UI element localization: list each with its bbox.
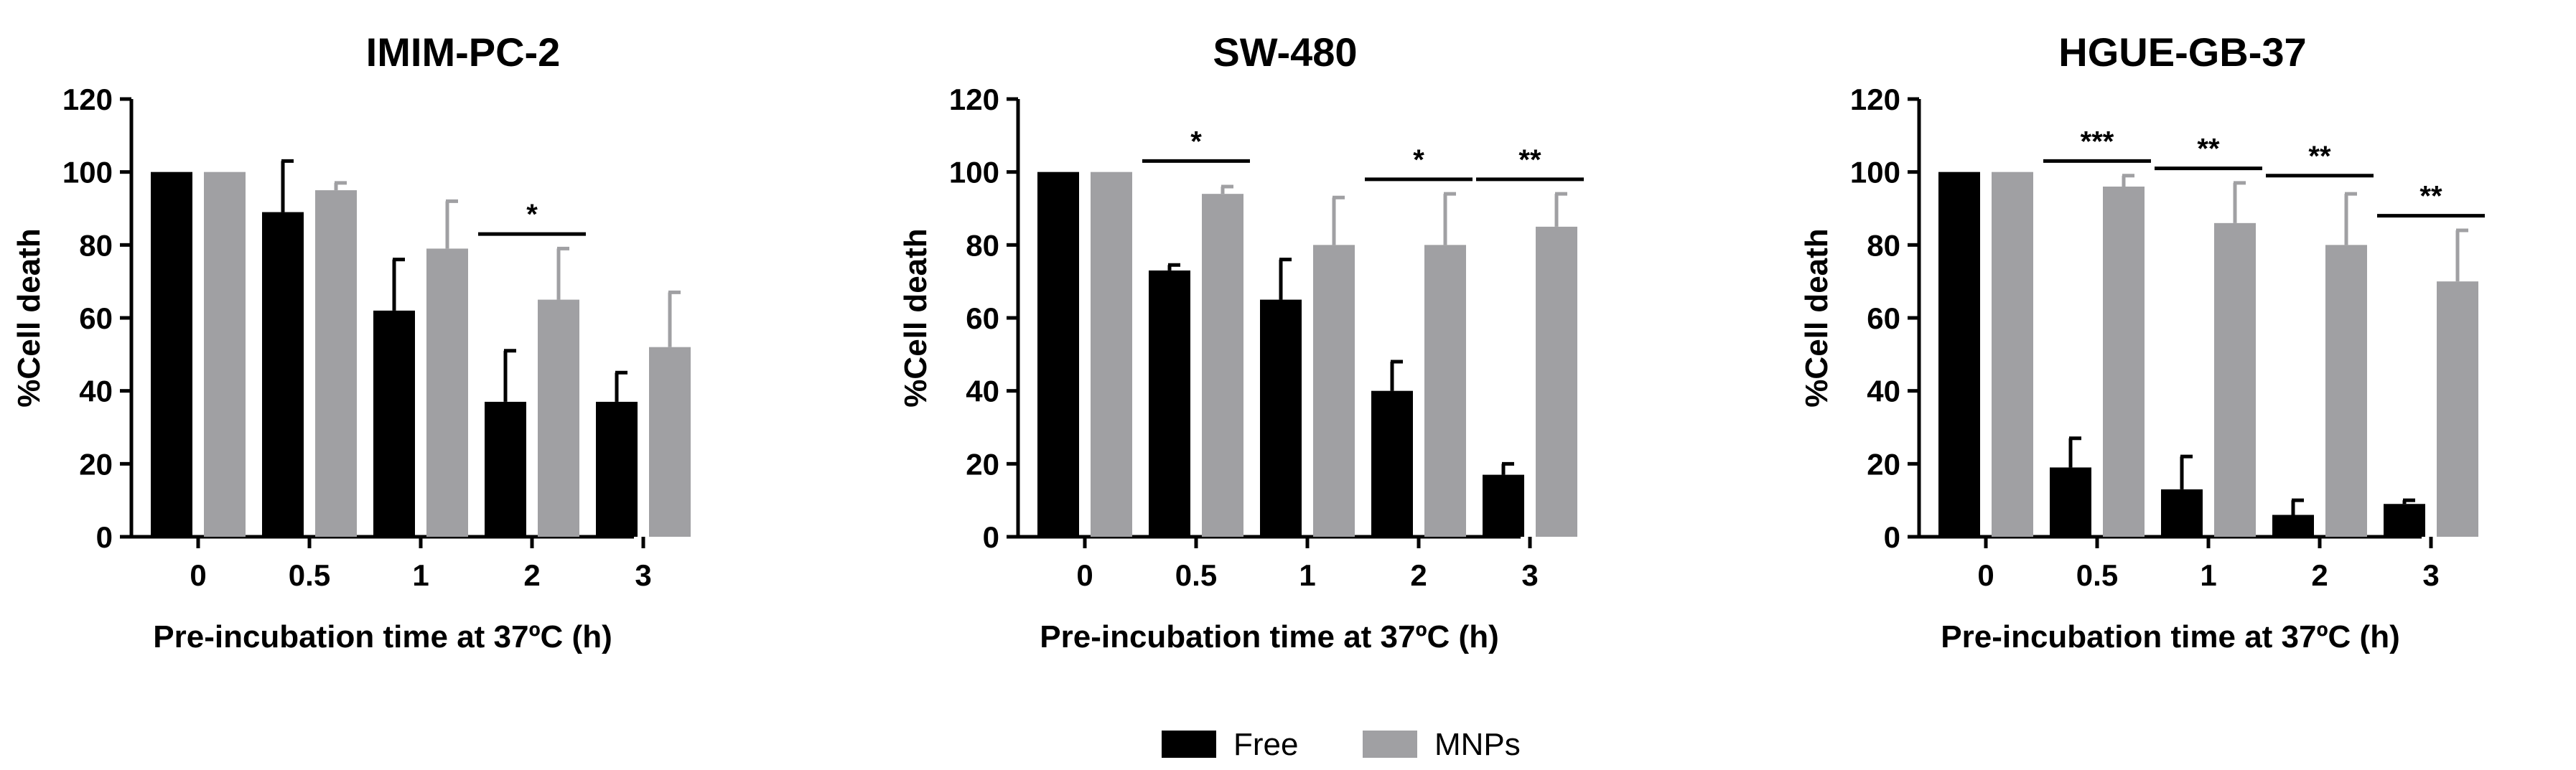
bar-free — [1260, 299, 1302, 537]
y-tick-label: 60 — [966, 301, 999, 335]
significance-label: * — [1413, 144, 1424, 176]
bar-free — [2161, 489, 2203, 537]
y-tick-label: 80 — [1867, 228, 1900, 262]
bar-free — [2384, 504, 2425, 537]
bar-free — [1483, 474, 1524, 537]
x-axis-label: Pre-incubation time at 37ºC (h) — [1040, 619, 1498, 654]
bar-mnps — [426, 248, 468, 537]
x-tick-label: 0.5 — [2076, 558, 2118, 592]
y-tick-label: 120 — [62, 83, 113, 116]
y-tick-label: 40 — [966, 375, 999, 408]
bar-mnps — [2325, 245, 2367, 537]
legend-label-free: Free — [1233, 727, 1298, 762]
y-tick-label: 40 — [1867, 375, 1900, 408]
y-tick-label: 100 — [62, 156, 113, 189]
bar-free — [1037, 172, 1079, 537]
bar-mnps — [1992, 172, 2033, 537]
bar-free — [151, 172, 192, 537]
y-tick-label: 120 — [1850, 83, 1900, 116]
significance-label: * — [1190, 126, 1202, 157]
y-tick-label: 60 — [1867, 301, 1900, 335]
legend-swatch-mnps — [1363, 731, 1417, 758]
y-axis-label: %Cell death — [1799, 228, 1834, 407]
charts: IMIM-PC-2 %Cell death Pre-incubation time … — [11, 29, 2485, 654]
bar-free — [596, 401, 638, 537]
bar-mnps — [315, 190, 357, 537]
significance-label: ** — [1518, 144, 1541, 176]
y-axis-label: %Cell death — [898, 228, 933, 407]
legend-swatch-free — [1162, 731, 1216, 758]
x-tick-label: 1 — [1299, 558, 1315, 592]
x-tick-label: 0.5 — [289, 558, 330, 592]
bar-free — [373, 310, 415, 537]
bar-mnps — [2214, 222, 2256, 537]
x-tick-label: 0 — [1977, 558, 1994, 592]
bar-mnps — [538, 299, 579, 537]
y-axis-label: %Cell death — [11, 228, 47, 407]
bar-free — [2050, 467, 2091, 537]
y-tick-label: 120 — [949, 83, 999, 116]
x-tick-label: 3 — [1521, 558, 1538, 592]
bar-mnps — [1091, 172, 1132, 537]
chart-title: IMIM-PC-2 — [366, 29, 561, 75]
y-tick-label: 80 — [79, 228, 113, 262]
legend-label-mnps: MNPs — [1434, 727, 1521, 762]
y-tick-label: 100 — [1850, 156, 1900, 189]
significance-label: ** — [2197, 133, 2220, 165]
x-tick-label: 1 — [2200, 558, 2216, 592]
x-tick-label: 2 — [2311, 558, 2328, 592]
bar-mnps — [649, 347, 691, 537]
bar-mnps — [2437, 281, 2478, 537]
y-tick-label: 20 — [79, 447, 113, 481]
significance-label: * — [526, 199, 538, 230]
y-tick-label: 40 — [79, 375, 113, 408]
chart-panel-3: HGUE-GB-37 %Cell death Pre-incubation time… — [1799, 29, 2485, 654]
bar-mnps — [204, 172, 246, 537]
bar-mnps — [2103, 187, 2145, 537]
chart-panel-1: IMIM-PC-2 %Cell death Pre-incubation time … — [11, 29, 691, 654]
y-tick-label: 60 — [79, 301, 113, 335]
legend: Free MNPs — [1162, 727, 1521, 762]
bar-mnps — [1202, 194, 1243, 537]
bar-free — [485, 401, 526, 537]
significance-label: ** — [2308, 141, 2331, 172]
bar-free — [2272, 515, 2314, 537]
x-axis-label: Pre-incubation time at 37ºC (h) — [153, 619, 612, 654]
x-tick-label: 3 — [635, 558, 651, 592]
x-axis-label: Pre-incubation time at 37ºC (h) — [1941, 619, 2399, 654]
bar-free — [1938, 172, 1980, 537]
y-tick-label: 0 — [1884, 520, 1900, 554]
y-tick-label: 80 — [966, 228, 999, 262]
x-tick-label: 0.5 — [1175, 558, 1217, 592]
significance-label: ** — [2419, 181, 2442, 212]
y-tick-label: 0 — [96, 520, 113, 554]
x-tick-label: 0 — [190, 558, 206, 592]
y-tick-label: 100 — [949, 156, 999, 189]
significance-label: *** — [2081, 126, 2114, 157]
chart-panel-2: SW-480 %Cell death Pre-incubation time at … — [898, 29, 1584, 654]
chart-title: HGUE-GB-37 — [2058, 29, 2306, 75]
x-tick-label: 2 — [1410, 558, 1427, 592]
x-tick-label: 0 — [1076, 558, 1093, 592]
y-tick-label: 0 — [983, 520, 999, 554]
y-tick-label: 20 — [966, 447, 999, 481]
bar-free — [262, 212, 304, 537]
bar-mnps — [1536, 226, 1577, 537]
bar-mnps — [1313, 245, 1355, 537]
x-tick-label: 3 — [2422, 558, 2439, 592]
chart-title: SW-480 — [1213, 29, 1357, 75]
y-tick-label: 20 — [1867, 447, 1900, 481]
bar-mnps — [1424, 245, 1466, 537]
bar-free — [1371, 390, 1413, 537]
x-tick-label: 1 — [412, 558, 429, 592]
x-tick-label: 2 — [523, 558, 540, 592]
bar-free — [1149, 270, 1190, 537]
